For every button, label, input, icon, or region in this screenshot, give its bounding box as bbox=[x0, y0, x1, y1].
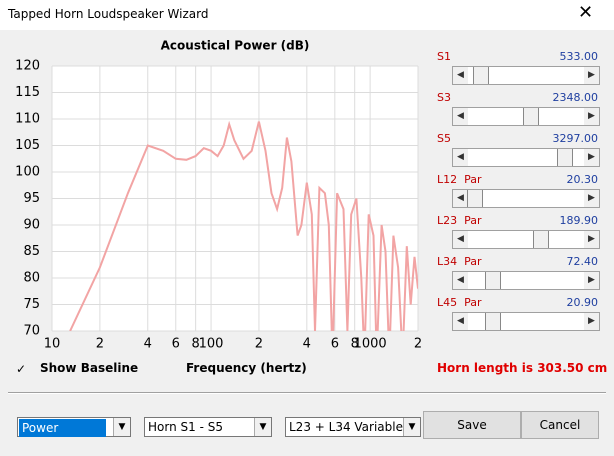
y-tick-label: 100 bbox=[15, 165, 40, 180]
slider-thumb[interactable] bbox=[485, 313, 501, 330]
checkbox-label[interactable]: Show Baseline bbox=[40, 361, 139, 375]
checkbox[interactable]: ✓ bbox=[16, 362, 27, 376]
slider-value: 72.40 bbox=[566, 255, 599, 268]
slider-arrow[interactable]: ▶ bbox=[584, 313, 599, 330]
x-tick-label: 10 bbox=[44, 337, 61, 352]
slider[interactable]: ◀ ▶ bbox=[452, 230, 600, 249]
slider-value: 20.90 bbox=[566, 296, 599, 309]
slider-value: 189.90 bbox=[559, 214, 599, 227]
x-tick-label: 100 bbox=[199, 337, 224, 352]
slider-value: 3297.00 bbox=[552, 132, 599, 145]
slider-arrow[interactable]: ◀ bbox=[453, 231, 468, 248]
x-tick-label: 8 bbox=[192, 337, 200, 352]
slider-thumb[interactable] bbox=[467, 190, 483, 207]
horn-length: Horn length is 303.50 cm bbox=[437, 361, 608, 375]
slider-arrow[interactable]: ▶ bbox=[584, 149, 599, 166]
x-tick-label: 4 bbox=[303, 337, 311, 352]
slider-arrow[interactable]: ▶ bbox=[584, 272, 599, 289]
slider-label: L45 Par bbox=[437, 296, 482, 309]
y-tick-label: 115 bbox=[15, 85, 40, 100]
slider-arrow[interactable]: ▶ bbox=[584, 108, 599, 125]
slider-value: 2348.00 bbox=[552, 91, 599, 104]
x-tick-label: 2 bbox=[96, 337, 104, 352]
cancel-button[interactable]: Cancel bbox=[521, 411, 599, 439]
y-tick-label: 90 bbox=[23, 218, 40, 233]
slider-thumb[interactable] bbox=[533, 231, 549, 248]
slider-arrow[interactable]: ◀ bbox=[453, 313, 468, 330]
dropdown[interactable]: Horn S1 - S5 ▼ bbox=[144, 417, 272, 437]
dropdown-arrow[interactable]: ▼ bbox=[254, 418, 271, 436]
slider-value: 20.30 bbox=[566, 173, 599, 186]
separator bbox=[8, 392, 606, 394]
slider[interactable]: ◀ ▶ bbox=[452, 66, 600, 85]
close-button[interactable]: ✕ bbox=[578, 2, 594, 23]
slider-label: L23 Par bbox=[437, 214, 482, 227]
slider[interactable]: ◀ ▶ bbox=[452, 312, 600, 331]
chart-title: Acoustical Power (dB) bbox=[161, 39, 310, 53]
chart: Acoustical Power (dB) 70 75 80 85 90 95 100 105… bbox=[15, 39, 422, 352]
x-tick-label: 6 bbox=[172, 337, 180, 352]
y-tick-label: 80 bbox=[23, 271, 40, 286]
slider-value: 533.00 bbox=[559, 50, 599, 63]
y-tick-label: 95 bbox=[23, 191, 40, 206]
slider-arrow[interactable]: ▶ bbox=[584, 190, 599, 207]
slider-arrow[interactable]: ◀ bbox=[453, 67, 468, 84]
x-tick-label: 2 bbox=[414, 337, 422, 352]
y-tick-label: 120 bbox=[15, 59, 40, 74]
dropdown-arrow[interactable]: ▼ bbox=[113, 418, 130, 436]
dropdown-value: Power bbox=[19, 419, 106, 437]
slider-label: L12 Par bbox=[437, 173, 482, 186]
x-tick-label: 4 bbox=[144, 337, 152, 352]
save-button[interactable]: Save bbox=[423, 411, 521, 439]
x-tick-label: 2 bbox=[255, 337, 263, 352]
slider-thumb[interactable] bbox=[473, 67, 489, 84]
x-tick-label: 1000 bbox=[354, 337, 387, 352]
window-title: Tapped Horn Loudspeaker Wizard bbox=[8, 7, 209, 21]
slider-thumb[interactable] bbox=[557, 149, 573, 166]
dropdown[interactable]: L23 + L34 Variable ▼ bbox=[285, 417, 421, 437]
slider-label: S5 bbox=[437, 132, 451, 145]
slider-arrow[interactable]: ▶ bbox=[584, 231, 599, 248]
x-axis-label: Frequency (hertz) bbox=[186, 361, 307, 375]
slider-thumb[interactable] bbox=[523, 108, 539, 125]
dropdown-value: Horn S1 - S5 bbox=[148, 420, 223, 434]
y-tick-label: 110 bbox=[15, 112, 40, 127]
y-tick-label: 70 bbox=[23, 324, 40, 339]
slider-arrow[interactable]: ▶ bbox=[584, 67, 599, 84]
slider-thumb[interactable] bbox=[485, 272, 501, 289]
data-line bbox=[69, 120, 418, 331]
x-tick-label: 8 bbox=[351, 337, 359, 352]
y-tick-label: 105 bbox=[15, 138, 40, 153]
slider-label: S1 bbox=[437, 50, 451, 63]
slider[interactable]: ◀ ▶ bbox=[452, 189, 600, 208]
y-tick-label: 75 bbox=[23, 297, 40, 312]
dropdown-arrow[interactable]: ▼ bbox=[403, 418, 420, 436]
slider-arrow[interactable]: ◀ bbox=[453, 108, 468, 125]
title-bar: Tapped Horn Loudspeaker Wizard ✕ bbox=[0, 0, 614, 30]
slider-arrow[interactable]: ◀ bbox=[453, 190, 468, 207]
slider-label: S3 bbox=[437, 91, 451, 104]
slider[interactable]: ◀ ▶ bbox=[452, 271, 600, 290]
dropdown[interactable]: Power ▼ bbox=[17, 417, 131, 437]
slider-arrow[interactable]: ◀ bbox=[453, 272, 468, 289]
slider-label: L34 Par bbox=[437, 255, 482, 268]
x-tick-label: 6 bbox=[331, 337, 339, 352]
slider[interactable]: ◀ ▶ bbox=[452, 107, 600, 126]
dropdown-value: L23 + L34 Variable bbox=[289, 420, 403, 434]
slider[interactable]: ◀ ▶ bbox=[452, 148, 600, 167]
y-tick-label: 85 bbox=[23, 244, 40, 259]
slider-arrow[interactable]: ◀ bbox=[453, 149, 468, 166]
